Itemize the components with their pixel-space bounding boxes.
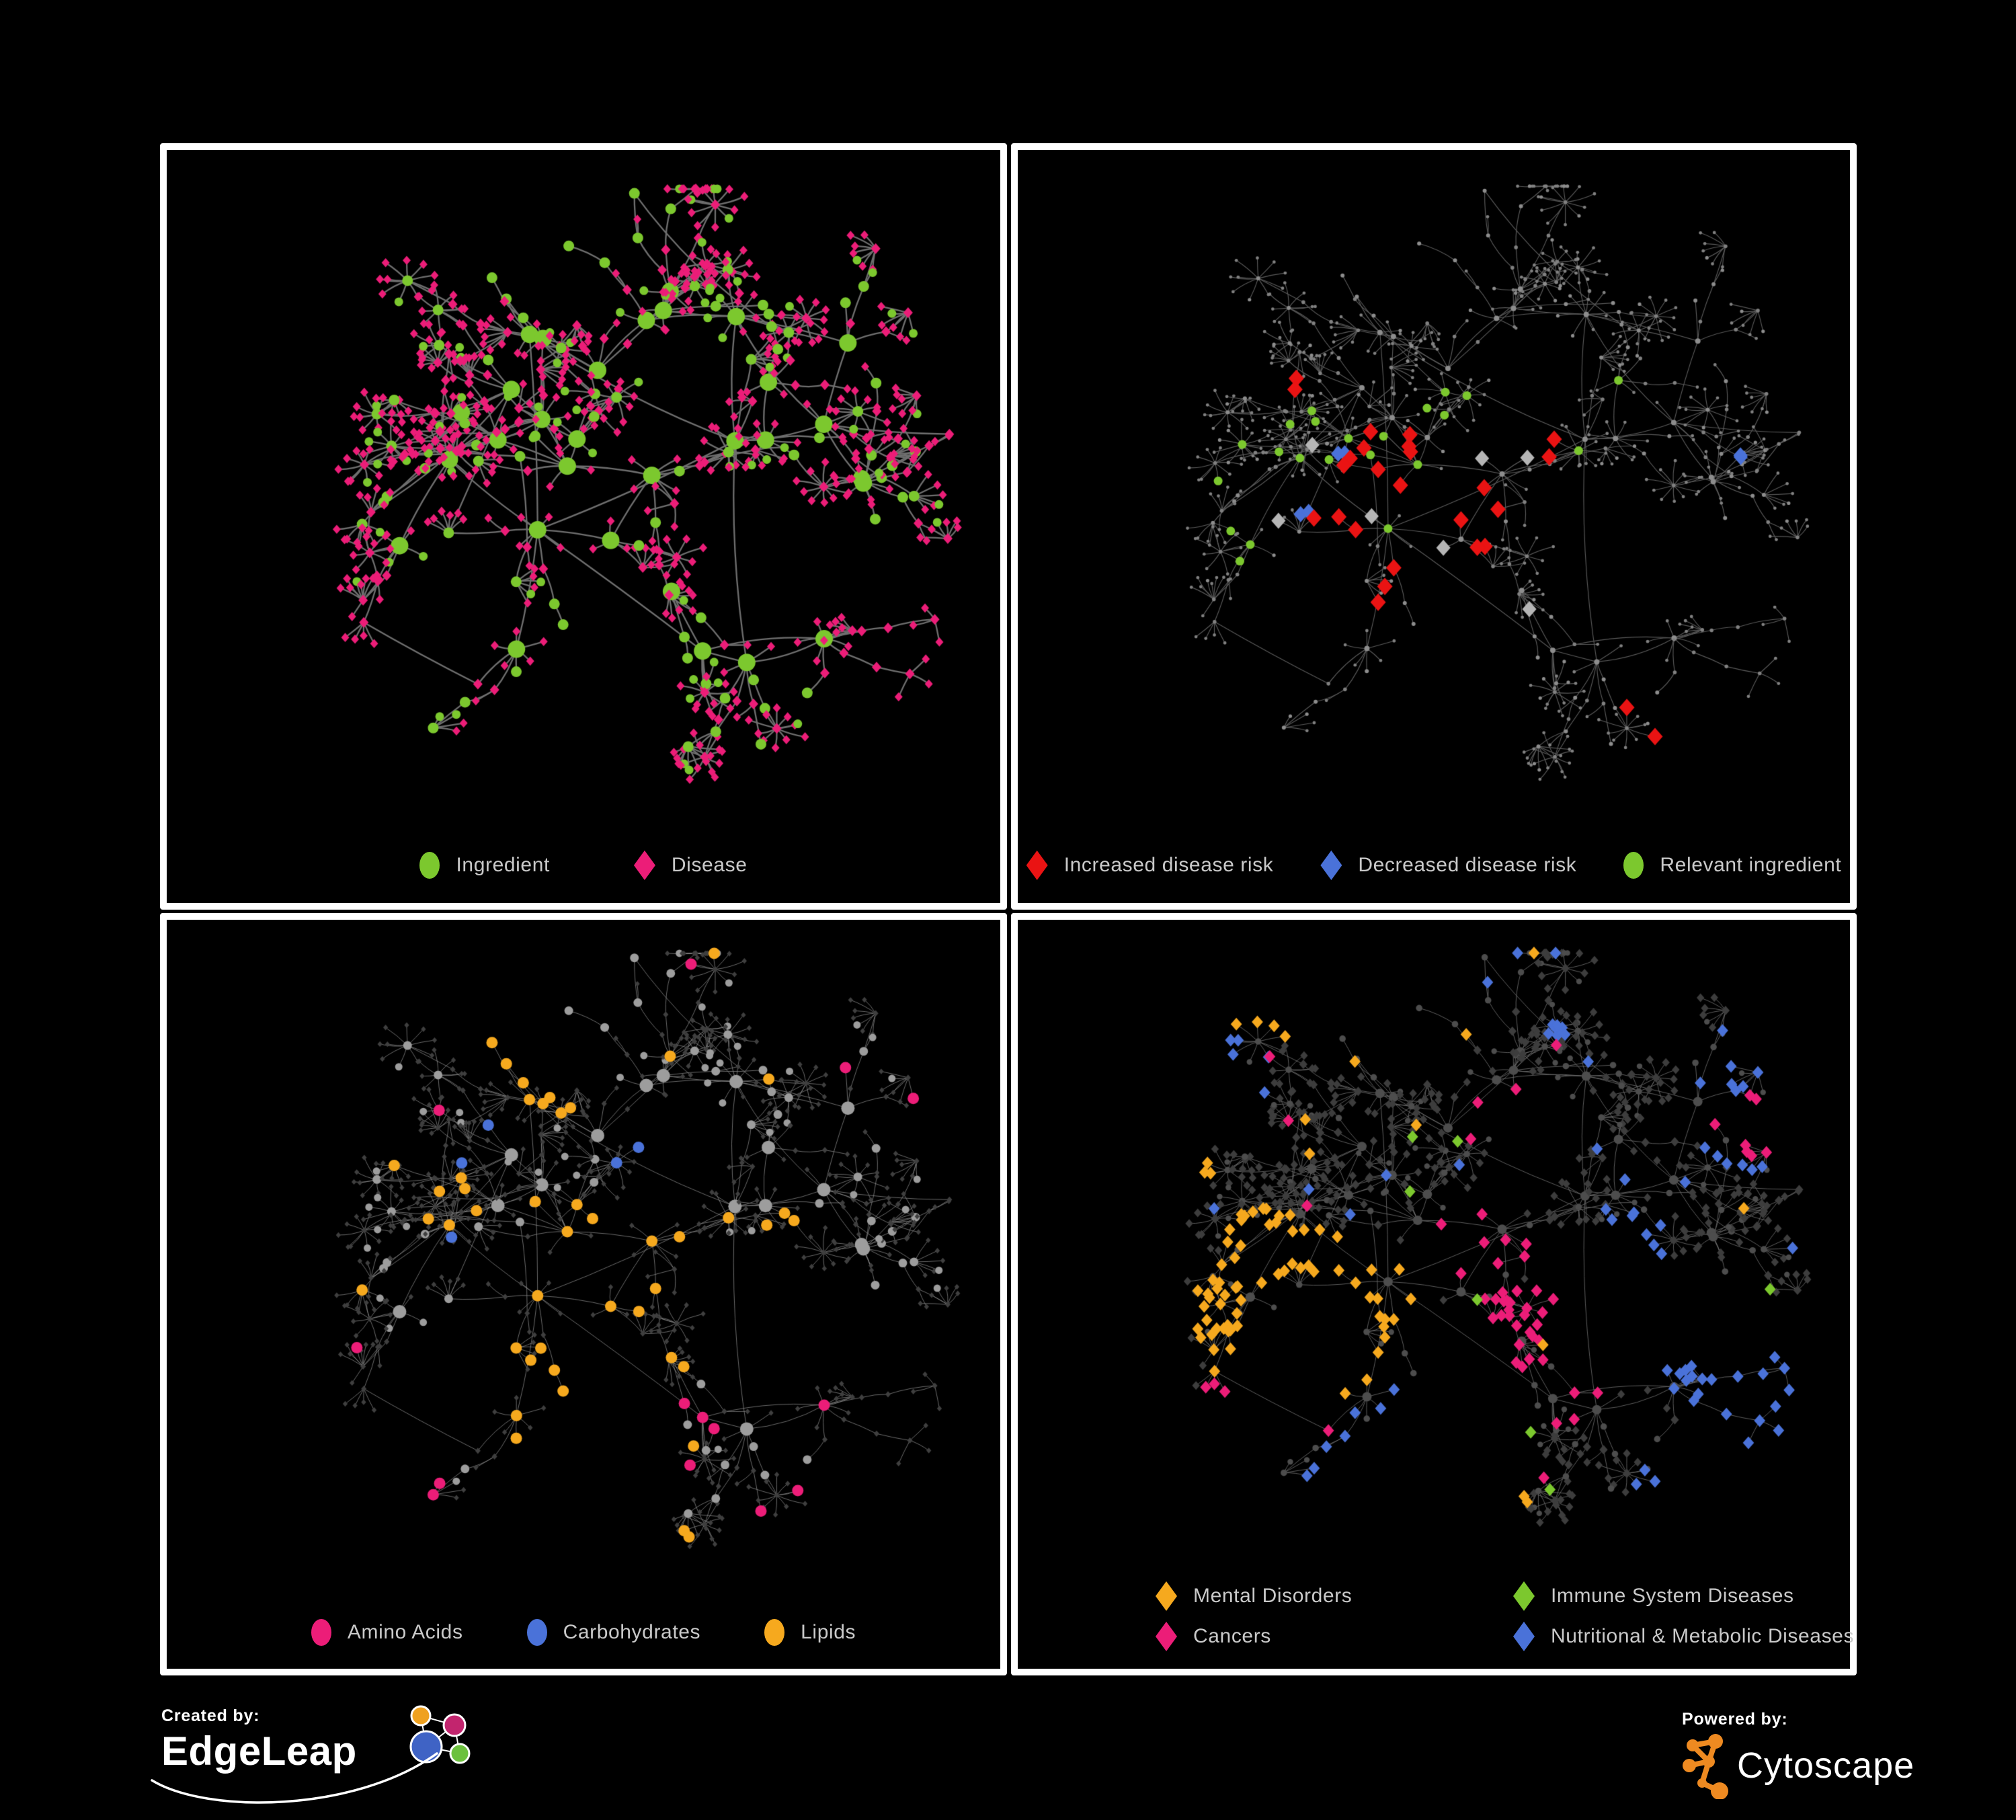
legend-item-carbohydrates: Carbohydrates bbox=[526, 1619, 701, 1646]
increased-risk-swatch-icon bbox=[1026, 850, 1048, 880]
panel-ingredient-disease: Ingredient Disease bbox=[160, 143, 1007, 910]
legend-label: Disease bbox=[671, 854, 748, 876]
network-canvas-disease-risk bbox=[1018, 150, 1850, 903]
nutritional-metabolic-swatch-icon bbox=[1513, 1622, 1535, 1651]
network-canvas-ingredient-disease bbox=[167, 150, 1000, 903]
legend-item-cancers: Cancers bbox=[1156, 1622, 1513, 1651]
legend-disease-categories: Mental Disorders Immune System Diseases … bbox=[1156, 1581, 1854, 1651]
edgeleap-wordmark: EdgeLeap bbox=[161, 1729, 357, 1774]
legend-chemical-classes: Amino Acids Carbohydrates Lipids bbox=[167, 1619, 1000, 1646]
legend-item-disease: Disease bbox=[633, 850, 748, 880]
legend-label: Ingredient bbox=[456, 854, 550, 876]
carbohydrates-swatch-icon bbox=[526, 1619, 547, 1646]
legend-label: Mental Disorders bbox=[1193, 1585, 1353, 1607]
cytoscape-wordmark: Cytoscape bbox=[1737, 1745, 1915, 1786]
network-canvas-chemical-classes bbox=[167, 920, 1000, 1669]
panel-disease-categories: Mental Disorders Immune System Diseases … bbox=[1011, 913, 1857, 1675]
network-canvas-disease-categories bbox=[1018, 920, 1850, 1669]
decreased-risk-swatch-icon bbox=[1320, 850, 1342, 880]
panel-disease-risk: Increased disease risk Decreased disease… bbox=[1011, 143, 1857, 910]
cytoscape-logo-icon bbox=[1683, 1734, 1728, 1799]
legend-label: Increased disease risk bbox=[1063, 854, 1274, 876]
edgeleap-logo-icon bbox=[409, 1705, 471, 1764]
legend-item-amino-acids: Amino Acids bbox=[311, 1619, 463, 1646]
legend-label: Decreased disease risk bbox=[1358, 854, 1577, 876]
mental-disorders-swatch-icon bbox=[1156, 1581, 1177, 1611]
cancers-swatch-icon bbox=[1156, 1622, 1177, 1651]
legend-label: Amino Acids bbox=[347, 1621, 463, 1643]
legend-item-lipids: Lipids bbox=[764, 1619, 856, 1646]
legend-label: Carbohydrates bbox=[563, 1621, 701, 1643]
legend-label: Immune System Diseases bbox=[1551, 1585, 1794, 1607]
powered-by-block: Powered by: Cytoscape bbox=[1682, 1710, 1914, 1799]
legend-label: Cancers bbox=[1193, 1625, 1271, 1647]
immune-diseases-swatch-icon bbox=[1513, 1581, 1535, 1611]
disease-swatch-icon bbox=[633, 850, 655, 880]
ingredient-swatch-icon bbox=[419, 852, 440, 879]
legend-label: Lipids bbox=[801, 1621, 856, 1643]
legend-disease-risk: Increased disease risk Decreased disease… bbox=[1018, 850, 1850, 880]
legend-label: Nutritional & Metabolic Diseases bbox=[1551, 1625, 1855, 1647]
powered-by-label: Powered by: bbox=[1682, 1710, 1788, 1729]
legend-item-nutritional-metabolic-diseases: Nutritional & Metabolic Diseases bbox=[1513, 1622, 1854, 1651]
panel-chemical-classes: Amino Acids Carbohydrates Lipids bbox=[160, 913, 1007, 1675]
cytoscape-row: Cytoscape bbox=[1682, 1732, 1914, 1799]
created-by-block: Created by: EdgeLeap bbox=[151, 1705, 511, 1817]
legend-item-decreased-risk: Decreased disease risk bbox=[1320, 850, 1576, 880]
legend-item-relevant-ingredient: Relevant ingredient bbox=[1623, 852, 1841, 879]
legend-item-mental-disorders: Mental Disorders bbox=[1156, 1581, 1513, 1611]
created-by-label: Created by: bbox=[161, 1706, 260, 1725]
legend-label: Relevant ingredient bbox=[1660, 854, 1842, 876]
legend-ingredient-disease: Ingredient Disease bbox=[167, 850, 1000, 880]
relevant-ingredient-swatch-icon bbox=[1623, 852, 1644, 879]
legend-item-immune-system-diseases: Immune System Diseases bbox=[1513, 1581, 1854, 1611]
lipids-swatch-icon bbox=[764, 1619, 785, 1646]
amino-acids-swatch-icon bbox=[311, 1619, 331, 1646]
legend-item-increased-risk: Increased disease risk bbox=[1026, 850, 1274, 880]
legend-item-ingredient: Ingredient bbox=[419, 852, 549, 879]
